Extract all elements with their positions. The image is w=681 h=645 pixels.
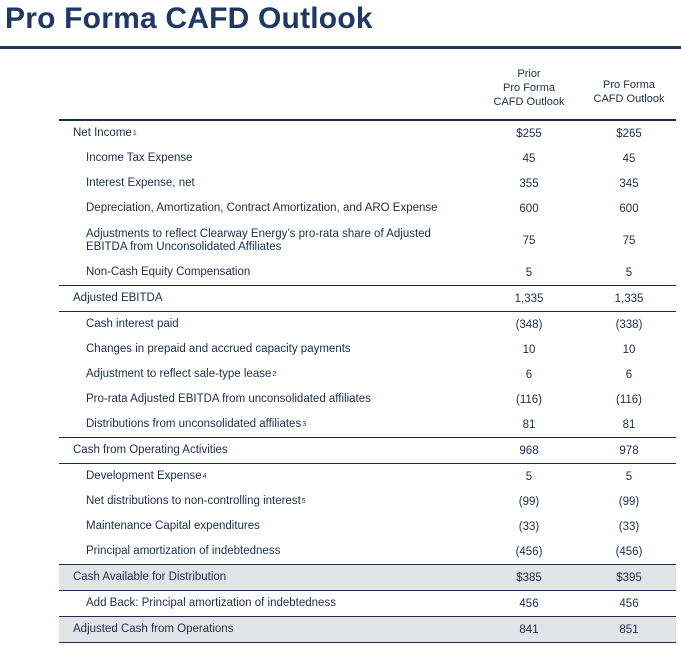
table-row: Principal amortization of indebtedness (4… — [86, 545, 643, 558]
table-row: Income Tax Expense 45 45 — [86, 152, 636, 165]
title-divider — [0, 46, 681, 49]
cafd-table: Prior Pro Forma CAFD Outlook Pro Forma C… — [59, 63, 676, 643]
page-title: Pro Forma CAFD Outlook — [5, 2, 373, 35]
column-headers: Prior Pro Forma CAFD Outlook Pro Forma C… — [59, 63, 676, 119]
column-header-prior: Prior Pro Forma CAFD Outlook — [493, 68, 565, 108]
column-header-current: Pro Forma CAFD Outlook — [593, 79, 665, 105]
table-row: Maintenance Capital expenditures (33) (33) — [86, 520, 640, 533]
table-row: Net distributions to non-controlling int… — [86, 495, 640, 508]
table-row: Pro-rata Adjusted EBITDA from unconsolid… — [86, 393, 642, 406]
table-row: Changes in prepaid and accrued capacity … — [86, 343, 636, 356]
table-row: Add Back: Principal amortization of inde… — [59, 590, 676, 616]
header-rule — [59, 119, 676, 121]
table-row: Adjustments to reflect Clearway Energy’s… — [86, 227, 636, 253]
table-row: Development Expense 4 5 5 — [59, 463, 676, 489]
subtotal-row: Adjusted EBITDA 1,335 1,335 — [59, 285, 676, 311]
table-row: Net Income 1 $255 $265 — [73, 127, 642, 140]
total-row-cafd: Cash Available for Distribution $385 $395 — [59, 564, 676, 590]
subtotal-row: Cash from Operating Activities 968 978 — [59, 437, 676, 463]
table-row: Adjustment to reflect sale-type lease 2 6 6 — [86, 368, 633, 381]
table-row: Distributions from unconsolidated affili… — [86, 418, 636, 431]
total-row-adjusted-cfo: Adjusted Cash from Operations 841 851 — [59, 616, 676, 643]
table-row: Depreciation, Amortization, Contract Amo… — [86, 202, 639, 215]
table-row: Non-Cash Equity Compensation 5 5 — [86, 266, 633, 279]
table-row: Cash interest paid (348) (338) — [59, 311, 676, 337]
table-row: Interest Expense, net 355 345 — [86, 177, 639, 190]
